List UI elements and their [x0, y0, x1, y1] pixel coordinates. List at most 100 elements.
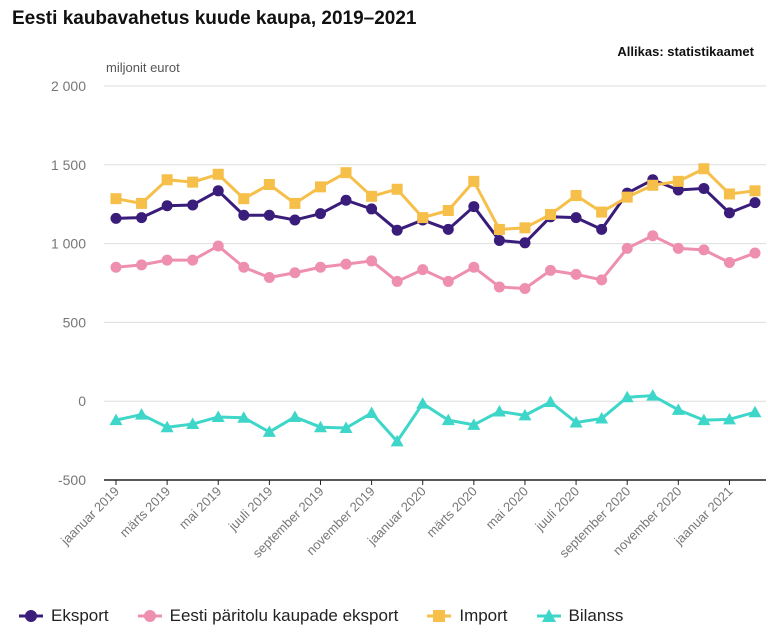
data-point-bilanss[interactable] — [211, 410, 225, 422]
data-point-import[interactable] — [672, 175, 684, 187]
data-point-eesti-päritolu-kaupade-eksport[interactable] — [417, 264, 429, 276]
data-point-import[interactable] — [212, 168, 224, 180]
legend-item-eksport[interactable]: Eksport — [18, 606, 109, 626]
data-point-eksport[interactable] — [289, 214, 301, 226]
data-point-bilanss[interactable] — [237, 411, 251, 423]
data-point-eesti-päritolu-kaupade-eksport[interactable] — [314, 261, 326, 273]
data-point-import[interactable] — [570, 190, 582, 202]
data-point-import[interactable] — [161, 174, 173, 186]
data-point-eesti-päritolu-kaupade-eksport[interactable] — [110, 261, 122, 273]
data-point-eesti-päritolu-kaupade-eksport[interactable] — [749, 247, 761, 259]
data-point-eesti-päritolu-kaupade-eksport[interactable] — [570, 268, 582, 280]
data-point-bilanss[interactable] — [544, 395, 558, 407]
data-point-import[interactable] — [519, 222, 531, 234]
data-point-eksport[interactable] — [314, 208, 326, 220]
data-point-import[interactable] — [238, 193, 250, 205]
data-point-import[interactable] — [263, 179, 275, 190]
data-point-eksport[interactable] — [212, 185, 224, 197]
data-point-bilanss[interactable] — [365, 406, 379, 419]
data-point-bilanss[interactable] — [569, 415, 583, 428]
data-point-import[interactable] — [110, 193, 122, 205]
data-point-eksport[interactable] — [238, 209, 250, 221]
data-point-import[interactable] — [621, 191, 633, 203]
data-point-eesti-päritolu-kaupade-eksport[interactable] — [238, 261, 250, 273]
data-point-bilanss[interactable] — [135, 408, 149, 420]
data-point-bilanss[interactable] — [671, 403, 685, 415]
data-point-eesti-päritolu-kaupade-eksport[interactable] — [545, 264, 557, 276]
data-point-eesti-päritolu-kaupade-eksport[interactable] — [340, 258, 352, 270]
data-point-import[interactable] — [417, 212, 429, 224]
data-point-import[interactable] — [442, 205, 454, 217]
data-point-bilanss[interactable] — [288, 410, 302, 422]
data-point-import[interactable] — [723, 188, 735, 200]
data-point-bilanss[interactable] — [467, 418, 481, 430]
data-point-import[interactable] — [596, 206, 608, 218]
data-point-eksport[interactable] — [672, 184, 684, 196]
data-point-bilanss[interactable] — [339, 421, 353, 433]
data-point-eesti-päritolu-kaupade-eksport[interactable] — [212, 240, 224, 252]
data-point-eksport[interactable] — [749, 197, 761, 209]
data-point-eksport[interactable] — [136, 212, 148, 224]
data-point-import[interactable] — [289, 197, 301, 209]
data-point-import[interactable] — [468, 175, 480, 187]
data-point-eesti-päritolu-kaupade-eksport[interactable] — [672, 242, 684, 254]
data-point-eesti-päritolu-kaupade-eksport[interactable] — [187, 254, 199, 266]
data-point-import[interactable] — [545, 208, 557, 220]
data-point-eesti-päritolu-kaupade-eksport[interactable] — [621, 242, 633, 254]
data-point-eesti-päritolu-kaupade-eksport[interactable] — [263, 271, 275, 283]
data-point-eesti-päritolu-kaupade-eksport[interactable] — [442, 275, 454, 287]
data-point-eesti-päritolu-kaupade-eksport[interactable] — [468, 261, 480, 273]
data-point-bilanss[interactable] — [109, 413, 123, 426]
data-point-bilanss[interactable] — [697, 413, 711, 426]
data-point-import[interactable] — [366, 190, 378, 202]
data-point-eesti-päritolu-kaupade-eksport[interactable] — [161, 254, 173, 266]
data-point-import[interactable] — [314, 181, 326, 193]
data-point-eesti-päritolu-kaupade-eksport[interactable] — [493, 281, 505, 293]
data-point-eksport[interactable] — [263, 209, 275, 221]
data-point-import[interactable] — [391, 183, 403, 195]
data-point-eksport[interactable] — [110, 212, 122, 224]
data-point-bilanss[interactable] — [186, 417, 200, 430]
data-point-bilanss[interactable] — [441, 413, 455, 426]
data-point-bilanss[interactable] — [646, 389, 660, 401]
data-point-bilanss[interactable] — [722, 412, 736, 425]
data-point-bilanss[interactable] — [313, 420, 327, 433]
data-point-eksport[interactable] — [340, 194, 352, 206]
data-point-eesti-päritolu-kaupade-eksport[interactable] — [366, 255, 378, 267]
data-point-bilanss[interactable] — [390, 434, 404, 447]
data-point-import[interactable] — [698, 163, 710, 175]
data-point-bilanss[interactable] — [595, 412, 609, 424]
data-point-eesti-päritolu-kaupade-eksport[interactable] — [136, 259, 148, 271]
data-point-eesti-päritolu-kaupade-eksport[interactable] — [596, 274, 608, 286]
legend-item-import[interactable]: Import — [426, 606, 508, 626]
data-point-eesti-päritolu-kaupade-eksport[interactable] — [391, 275, 403, 287]
data-point-bilanss[interactable] — [492, 404, 506, 417]
data-point-import[interactable] — [187, 176, 199, 188]
data-point-eksport[interactable] — [161, 200, 173, 212]
data-point-bilanss[interactable] — [620, 390, 634, 403]
data-point-eksport[interactable] — [596, 223, 608, 235]
data-point-eksport[interactable] — [442, 223, 454, 235]
data-point-eksport[interactable] — [391, 224, 403, 236]
data-point-eesti-päritolu-kaupade-eksport[interactable] — [519, 283, 531, 295]
legend-item-eesti-paritolu-eksport[interactable]: Eesti päritolu kaupade eksport — [137, 606, 398, 626]
data-point-bilanss[interactable] — [160, 420, 174, 433]
legend-item-bilanss[interactable]: Bilanss — [536, 606, 623, 626]
data-point-bilanss[interactable] — [518, 408, 532, 421]
data-point-eksport[interactable] — [493, 234, 505, 246]
data-point-eksport[interactable] — [519, 237, 531, 249]
data-point-import[interactable] — [647, 179, 659, 191]
data-point-bilanss[interactable] — [748, 405, 762, 418]
data-point-import[interactable] — [749, 185, 761, 197]
data-point-eesti-päritolu-kaupade-eksport[interactable] — [698, 244, 710, 256]
data-point-eesti-päritolu-kaupade-eksport[interactable] — [723, 257, 735, 269]
data-point-eksport[interactable] — [187, 199, 199, 211]
data-point-eksport[interactable] — [366, 203, 378, 215]
data-point-eesti-päritolu-kaupade-eksport[interactable] — [289, 267, 301, 279]
data-point-import[interactable] — [136, 197, 148, 209]
data-point-import[interactable] — [340, 167, 352, 179]
data-point-eksport[interactable] — [698, 182, 710, 194]
data-point-eksport[interactable] — [723, 207, 735, 219]
data-point-eksport[interactable] — [468, 201, 480, 213]
data-point-eesti-päritolu-kaupade-eksport[interactable] — [647, 230, 659, 242]
